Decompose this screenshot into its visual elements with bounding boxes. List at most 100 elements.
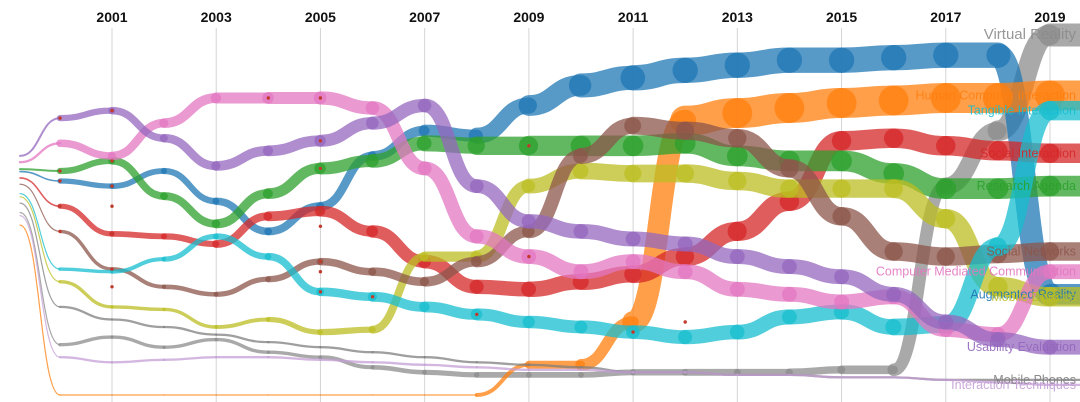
stream-tangible-interaction-seg-20: [988, 101, 1060, 256]
stream-computer-mediated-communication-seg-2: [56, 139, 116, 160]
stream-virtual-reality-seg-1: [19, 211, 61, 346]
stream-tangible-interaction-seg-13: [626, 325, 693, 344]
stream-social-interaction-seg-4: [160, 233, 220, 248]
stream-usability-evaluation-seg-4: [159, 133, 221, 171]
year-label-2001: 2001: [96, 9, 127, 25]
marker-2005-5: [318, 259, 323, 264]
stream-usability-evaluation-seg-1: [19, 117, 61, 157]
stream-computer-mediated-communication-seg-9: [417, 161, 484, 244]
stream-interaction-techniques-seg-20: [996, 381, 1052, 387]
marker-2008-0: [475, 312, 479, 317]
year-label-2003: 2003: [201, 9, 232, 25]
stream-tangible-interaction-seg-8: [367, 291, 430, 312]
year-label-2019: 2019: [1034, 9, 1065, 25]
stream-augmented-reality-seg-5: [212, 197, 273, 236]
year-label-2005: 2005: [305, 9, 336, 25]
series-label-tangible-interaction: Tangible Interaction: [968, 104, 1076, 118]
stream-social-networks-seg-2: [58, 229, 114, 271]
stream-interaction-techniques-seg-9: [423, 363, 478, 369]
stream-social-networks-seg-8: [368, 267, 429, 286]
stream-research-agenda-seg-6: [262, 162, 326, 200]
marker-2005-2: [318, 166, 323, 171]
stream-mobile-devices-seg-5: [214, 317, 271, 329]
stream-usability-evaluation-seg-13: [625, 231, 693, 252]
event-markers: [58, 96, 687, 334]
stream-social-networks-seg-4: [161, 284, 219, 297]
stream-mobile-devices-seg-4: [162, 307, 218, 329]
stream-interaction-techniques-seg-4: [162, 356, 218, 361]
stream-interaction-techniques-seg-10: [475, 366, 531, 371]
stream-tangible-interaction-seg-3: [110, 257, 167, 274]
marker-2001-6: [110, 285, 114, 289]
stream-interaction-techniques-seg-6: [267, 356, 322, 361]
stream-mobile-devices-seg-8: [368, 252, 429, 334]
stream-usability-evaluation-seg-12: [573, 223, 641, 247]
stream-virtual-reality-seg-3: [110, 335, 166, 349]
stream-usability-evaluation-seg-18: [886, 286, 954, 330]
stream-usability-evaluation-seg-16: [781, 259, 850, 285]
stream-research-agenda-seg-2: [56, 157, 116, 175]
stream-mobile-phones-seg-6: [267, 340, 322, 349]
stream-tangible-interaction-seg-9: [419, 301, 483, 320]
stream-social-interaction-seg-2: [57, 203, 115, 237]
stream-social-interaction-seg-5: [212, 212, 273, 248]
stream-virtual-reality-seg-6: [266, 350, 323, 359]
marker-2009-1: [527, 254, 531, 259]
stream-virtual-reality-seg-5: [214, 337, 270, 354]
marker-2005-6: [318, 270, 323, 274]
stream-social-networks-seg-1: [19, 183, 61, 232]
stream-research-agenda-seg-1: [19, 168, 61, 172]
stream-research-agenda-seg-3: [108, 157, 168, 200]
marker-2005-1: [318, 139, 323, 143]
marker-2001-4: [110, 232, 114, 236]
stream-mobile-devices-seg-3: [110, 305, 166, 312]
stream-computer-mediated-communication-seg-15: [729, 281, 797, 302]
stream-tangible-interaction-seg-1: [19, 193, 61, 270]
stream-computer-mediated-communication-seg-4: [159, 93, 222, 128]
stream-usability-evaluation-seg-17: [834, 269, 902, 302]
stream-computer-mediated-communication-seg-16: [781, 286, 850, 310]
stream-interaction-techniques-seg-1: [19, 215, 61, 358]
marker-2005-4: [318, 224, 323, 228]
stream-interaction-techniques-seg-2: [58, 356, 114, 364]
stream-mobile-devices-seg-7: [317, 326, 376, 336]
year-label-2015: 2015: [826, 9, 857, 25]
stream-mobile-phones-seg-10: [475, 361, 531, 366]
stream-research-agenda-seg-7: [314, 154, 379, 175]
stream-usability-evaluation-seg-5: [211, 145, 274, 171]
marker-2005-7: [318, 290, 323, 294]
series-label-human-computer-interaction: Human Computer Interaction: [916, 88, 1077, 102]
stream-usability-evaluation-seg-2: [56, 107, 116, 122]
stream-research-agenda-seg-5: [211, 189, 273, 229]
stream-interaction-techniques-seg-19: [944, 378, 1000, 384]
marker-2001-1: [110, 159, 114, 163]
series-label-social-interaction: Social Interaction: [980, 146, 1076, 160]
series-labels: Virtual Reality Augmented Reality Human Co…: [876, 26, 1077, 392]
stream-usability-evaluation-seg-3: [108, 106, 168, 142]
year-label-2009: 2009: [513, 9, 544, 25]
stream-social-interaction-seg-1: [19, 177, 61, 207]
stream-virtual-reality-seg-4: [162, 337, 218, 349]
stream-mobile-devices-seg-2: [58, 280, 114, 309]
stream-mobile-devices-seg-10: [470, 179, 536, 263]
stream-tangible-interaction-seg-15: [729, 309, 797, 340]
year-label-2007: 2007: [409, 9, 440, 25]
stream-interaction-techniques-seg-16: [788, 373, 843, 379]
stream-virtual-reality-seg-8: [370, 365, 427, 375]
year-label-2017: 2017: [930, 9, 961, 25]
stream-virtual-reality-seg-7: [318, 355, 375, 370]
stream-virtual-reality-seg-9: [422, 369, 480, 378]
stream-computer-mediated-communication-seg-3: [107, 118, 169, 161]
stream-interaction-techniques-seg-18: [892, 376, 947, 382]
stream-research-agenda-seg-4: [160, 192, 221, 228]
marker-2000-3: [58, 204, 62, 208]
marker-2001-2: [110, 184, 114, 188]
marker-2006-0: [370, 295, 375, 299]
stream-usability-evaluation-seg-15: [729, 249, 797, 275]
series-label-computer-mediated-communication: Computer Mediated Communication: [876, 265, 1076, 279]
stream-mobile-devices-seg-6: [265, 316, 323, 335]
marker-2009-0: [527, 144, 531, 148]
topic-streams: [18, 23, 1080, 397]
stream-social-networks-seg-7: [316, 257, 377, 276]
